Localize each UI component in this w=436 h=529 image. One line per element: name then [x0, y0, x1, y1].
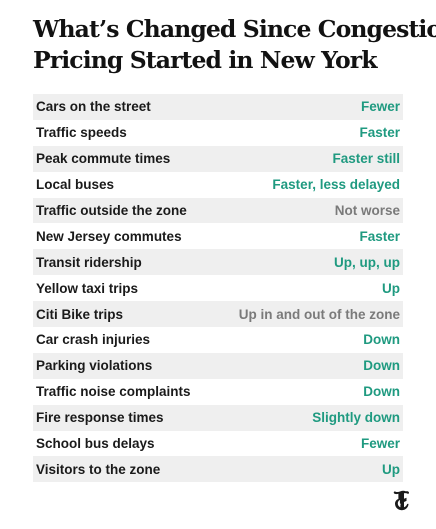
row-label: Yellow taxi trips — [36, 280, 139, 296]
row-value: Faster — [359, 228, 400, 244]
table-row: Traffic noise complaints Down — [33, 379, 403, 405]
row-value: Slightly down — [312, 410, 400, 426]
table-row: Citi Bike trips Up in and out of the zone — [33, 301, 403, 328]
table-row: Traffic outside the zone Not worse — [33, 197, 403, 224]
table-row: Yellow taxi trips Up — [33, 275, 403, 301]
row-label: Citi Bike trips — [36, 306, 124, 322]
changes-table: Cars on the street Fewer Traffic speeds Fas… — [33, 94, 403, 483]
table-row: Car crash injuries Down — [33, 327, 403, 353]
row-label: School bus delays — [36, 436, 155, 452]
page-title: What’s Changed Since Congestion Pricing … — [33, 14, 436, 76]
table-row: Peak commute times Faster still — [33, 145, 403, 172]
nyt-t-logo-icon — [393, 490, 410, 511]
table-row: School bus delays Fewer — [33, 431, 403, 457]
row-label: Traffic outside the zone — [36, 203, 187, 218]
row-label: Transit ridership — [36, 254, 142, 270]
row-label: Local buses — [36, 177, 115, 193]
row-label: Parking violations — [36, 358, 153, 374]
table-row: Parking violations Down — [33, 352, 403, 379]
title-line-2: Pricing Started in New York — [33, 46, 377, 74]
row-label: Cars on the street — [36, 99, 151, 115]
row-value: Faster still — [332, 151, 400, 167]
title-line-1: What’s Changed Since Congestion — [33, 15, 436, 43]
table-row: Fire response times Slightly down — [33, 404, 403, 431]
row-label: Peak commute times — [36, 151, 171, 167]
table-row: Visitors to the zone Up — [33, 456, 403, 483]
row-label: Car crash injuries — [36, 332, 151, 348]
row-label: Fire response times — [36, 410, 164, 426]
table-row: New Jersey commutes Faster — [33, 223, 403, 249]
table-row: Cars on the street Fewer — [33, 94, 403, 120]
table-row: Traffic speeds Faster — [33, 120, 403, 146]
row-value: Fewer — [360, 99, 400, 115]
row-value: Down — [363, 332, 400, 348]
row-value: Faster — [359, 125, 400, 141]
row-value: Fewer — [360, 436, 400, 452]
row-value: Faster, less delayed — [272, 177, 400, 193]
table-row: Local buses Faster, less delayed — [33, 172, 403, 198]
row-label: Traffic noise complaints — [36, 384, 191, 400]
table-row: Transit ridership Up, up, up — [33, 249, 403, 276]
row-label: Visitors to the zone — [36, 461, 161, 477]
row-label: New Jersey commutes — [36, 228, 182, 244]
row-value: Up in and out of the zone — [238, 306, 400, 322]
row-value: Down — [363, 384, 400, 400]
row-value: Not worse — [334, 203, 400, 218]
row-value: Up — [382, 461, 400, 477]
row-value: Up, up, up — [334, 254, 400, 270]
row-label: Traffic speeds — [36, 125, 127, 141]
row-value: Down — [363, 358, 400, 374]
row-value: Up — [382, 280, 400, 296]
